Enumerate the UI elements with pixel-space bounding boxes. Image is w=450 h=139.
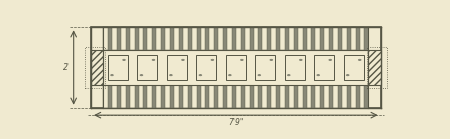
Bar (342, 27, 347, 50)
Bar (192, 85, 197, 108)
Bar (236, 85, 241, 108)
Bar (298, 85, 302, 108)
Bar (165, 85, 170, 108)
Bar (315, 85, 320, 108)
Bar (333, 85, 338, 108)
Bar (306, 27, 311, 50)
Bar (315, 27, 320, 50)
Bar (104, 27, 369, 50)
Bar (112, 85, 117, 108)
Bar (367, 47, 387, 88)
Bar (289, 85, 294, 108)
Bar (369, 50, 381, 85)
Bar (289, 27, 294, 50)
Bar (245, 85, 250, 108)
Bar (280, 85, 285, 108)
Bar (285, 55, 305, 80)
Bar (226, 55, 246, 80)
Bar (196, 55, 216, 80)
Bar (192, 27, 197, 50)
Bar (174, 27, 179, 50)
Bar (112, 27, 117, 50)
Bar (108, 55, 128, 80)
Bar (121, 85, 126, 108)
Bar (174, 85, 179, 108)
Bar (130, 85, 135, 108)
Bar (104, 85, 369, 108)
Bar (139, 85, 144, 108)
Bar (183, 27, 188, 50)
Bar (236, 27, 241, 50)
Bar (306, 85, 311, 108)
Bar (201, 85, 205, 108)
Bar (121, 27, 126, 50)
Bar (342, 85, 347, 108)
Bar (91, 50, 104, 85)
Bar (218, 27, 223, 50)
Bar (360, 27, 364, 50)
Text: 2': 2' (63, 63, 70, 72)
Bar (324, 85, 329, 108)
Bar (314, 55, 334, 80)
Bar (344, 55, 364, 80)
Bar (130, 27, 135, 50)
Bar (167, 55, 187, 80)
Bar (253, 85, 258, 108)
Bar (255, 55, 275, 80)
Bar (148, 27, 153, 50)
Bar (324, 27, 329, 50)
Bar (85, 47, 105, 88)
Bar (209, 85, 214, 108)
Bar (271, 85, 276, 108)
Bar (245, 27, 250, 50)
Bar (156, 27, 161, 50)
Bar (209, 27, 214, 50)
Bar (253, 27, 258, 50)
Bar (262, 27, 267, 50)
Bar (183, 85, 188, 108)
Bar (148, 85, 153, 108)
Bar (227, 85, 232, 108)
Bar (218, 85, 223, 108)
Bar (165, 27, 170, 50)
Bar (227, 27, 232, 50)
Bar (104, 85, 108, 108)
Bar (262, 85, 267, 108)
Bar (298, 27, 302, 50)
Bar (104, 27, 108, 50)
Bar (351, 27, 356, 50)
Bar (333, 27, 338, 50)
Bar (280, 27, 285, 50)
Bar (201, 27, 205, 50)
Bar (137, 55, 158, 80)
Bar (351, 85, 356, 108)
Bar (156, 85, 161, 108)
Bar (139, 27, 144, 50)
Bar (104, 50, 369, 85)
Bar (91, 27, 381, 108)
Text: 7'9": 7'9" (228, 118, 243, 127)
Bar (360, 85, 364, 108)
Bar (271, 27, 276, 50)
